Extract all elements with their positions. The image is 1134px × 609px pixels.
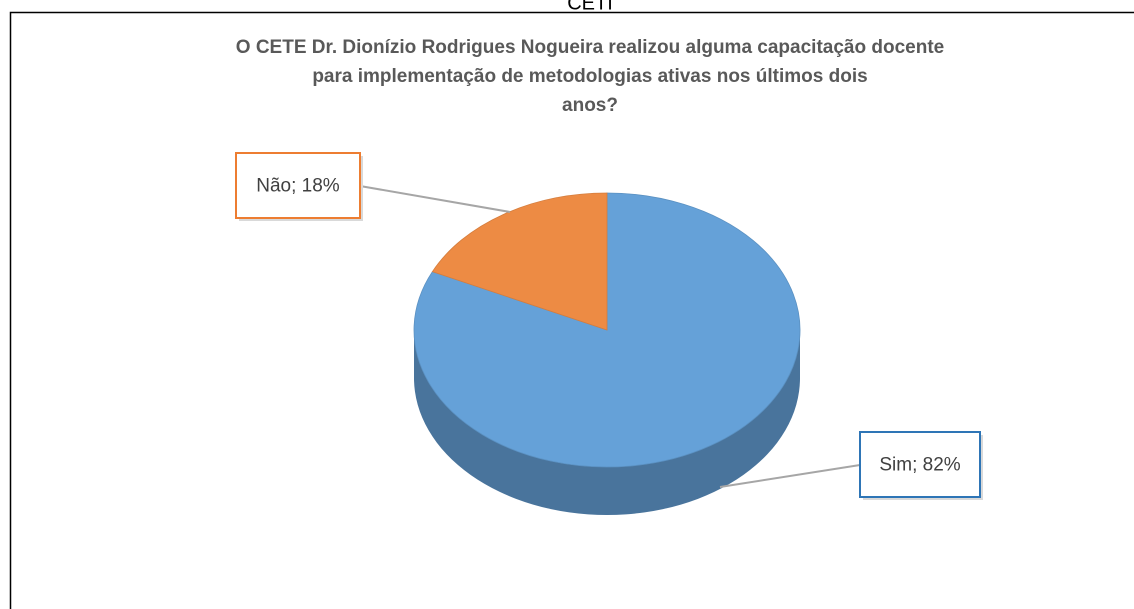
slice-side [414, 330, 800, 515]
label-box [859, 431, 981, 498]
label-box [235, 152, 361, 219]
page-header: CETI [567, 0, 613, 14]
chart-title: O CETE Dr. Dionízio Rodrigues Nogueira r… [236, 37, 944, 116]
data-label: Sim; 82% [879, 455, 960, 476]
leader-line [359, 185, 511, 213]
leader-line [719, 464, 861, 488]
slice [431, 192, 608, 331]
data-label: Não; 18% [256, 176, 340, 197]
